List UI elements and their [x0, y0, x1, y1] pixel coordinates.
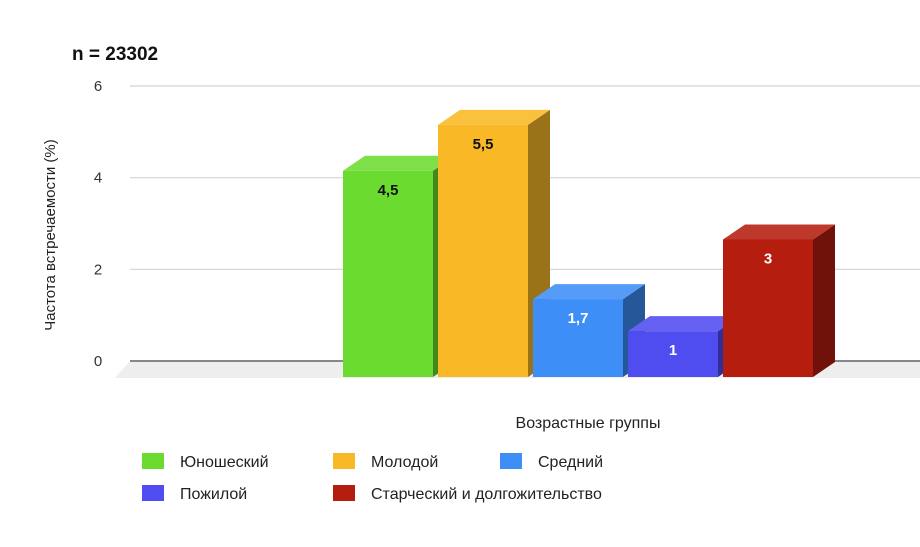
- y-axis-ticks: 0 2 4 6: [94, 78, 102, 370]
- y-tick-label: 0: [94, 353, 102, 370]
- legend-label: Старческий и долгожительство: [371, 486, 602, 503]
- legend-swatch: [142, 453, 164, 469]
- legend-item-3: Средний: [500, 453, 603, 471]
- bar-side: [813, 224, 835, 377]
- bar-5: 3: [723, 224, 835, 377]
- bar-top: [438, 109, 550, 125]
- y-tick-label: 2: [94, 261, 102, 278]
- bar-value-label: 1: [669, 342, 677, 359]
- x-axis-label: Возрастные группы: [516, 415, 661, 432]
- legend-item-5: Старческий и долгожительство: [333, 485, 602, 503]
- bar-value-label: 4,5: [378, 182, 399, 199]
- bar-top: [628, 316, 740, 332]
- y-tick-label: 6: [94, 78, 102, 95]
- chart-title: n = 23302: [72, 44, 158, 65]
- y-axis-label: Частота встречаемости (%): [42, 139, 59, 331]
- legend-label: Пожилой: [180, 486, 247, 503]
- bar-front: [723, 239, 813, 377]
- bar-top: [533, 284, 645, 300]
- bar-value-label: 1,7: [568, 310, 589, 327]
- legend-item-2: Молодой: [333, 453, 438, 471]
- legend-swatch: [333, 453, 355, 469]
- y-tick-label: 4: [94, 170, 102, 187]
- bar-front: [533, 299, 623, 377]
- bar-value-label: 5,5: [473, 136, 494, 153]
- legend-label: Юношеский: [180, 454, 269, 471]
- legend-item-4: Пожилой: [142, 485, 247, 503]
- legend-label: Молодой: [371, 454, 438, 471]
- legend-item-1: Юношеский: [142, 453, 269, 471]
- legend: Юношеский Молодой Средний Пожилой Старческий…: [142, 453, 603, 503]
- bar-front: [628, 331, 718, 377]
- legend-swatch: [142, 485, 164, 501]
- bar-front: [343, 170, 433, 377]
- legend-label: Средний: [538, 454, 603, 471]
- bar-top: [723, 224, 835, 240]
- legend-swatch: [333, 485, 355, 501]
- bar-value-label: 3: [764, 251, 772, 268]
- bars: 4,5 5,5 1,7 1 3: [343, 109, 835, 378]
- bar-front: [438, 124, 528, 378]
- legend-swatch: [500, 453, 522, 469]
- bar-top: [343, 155, 455, 171]
